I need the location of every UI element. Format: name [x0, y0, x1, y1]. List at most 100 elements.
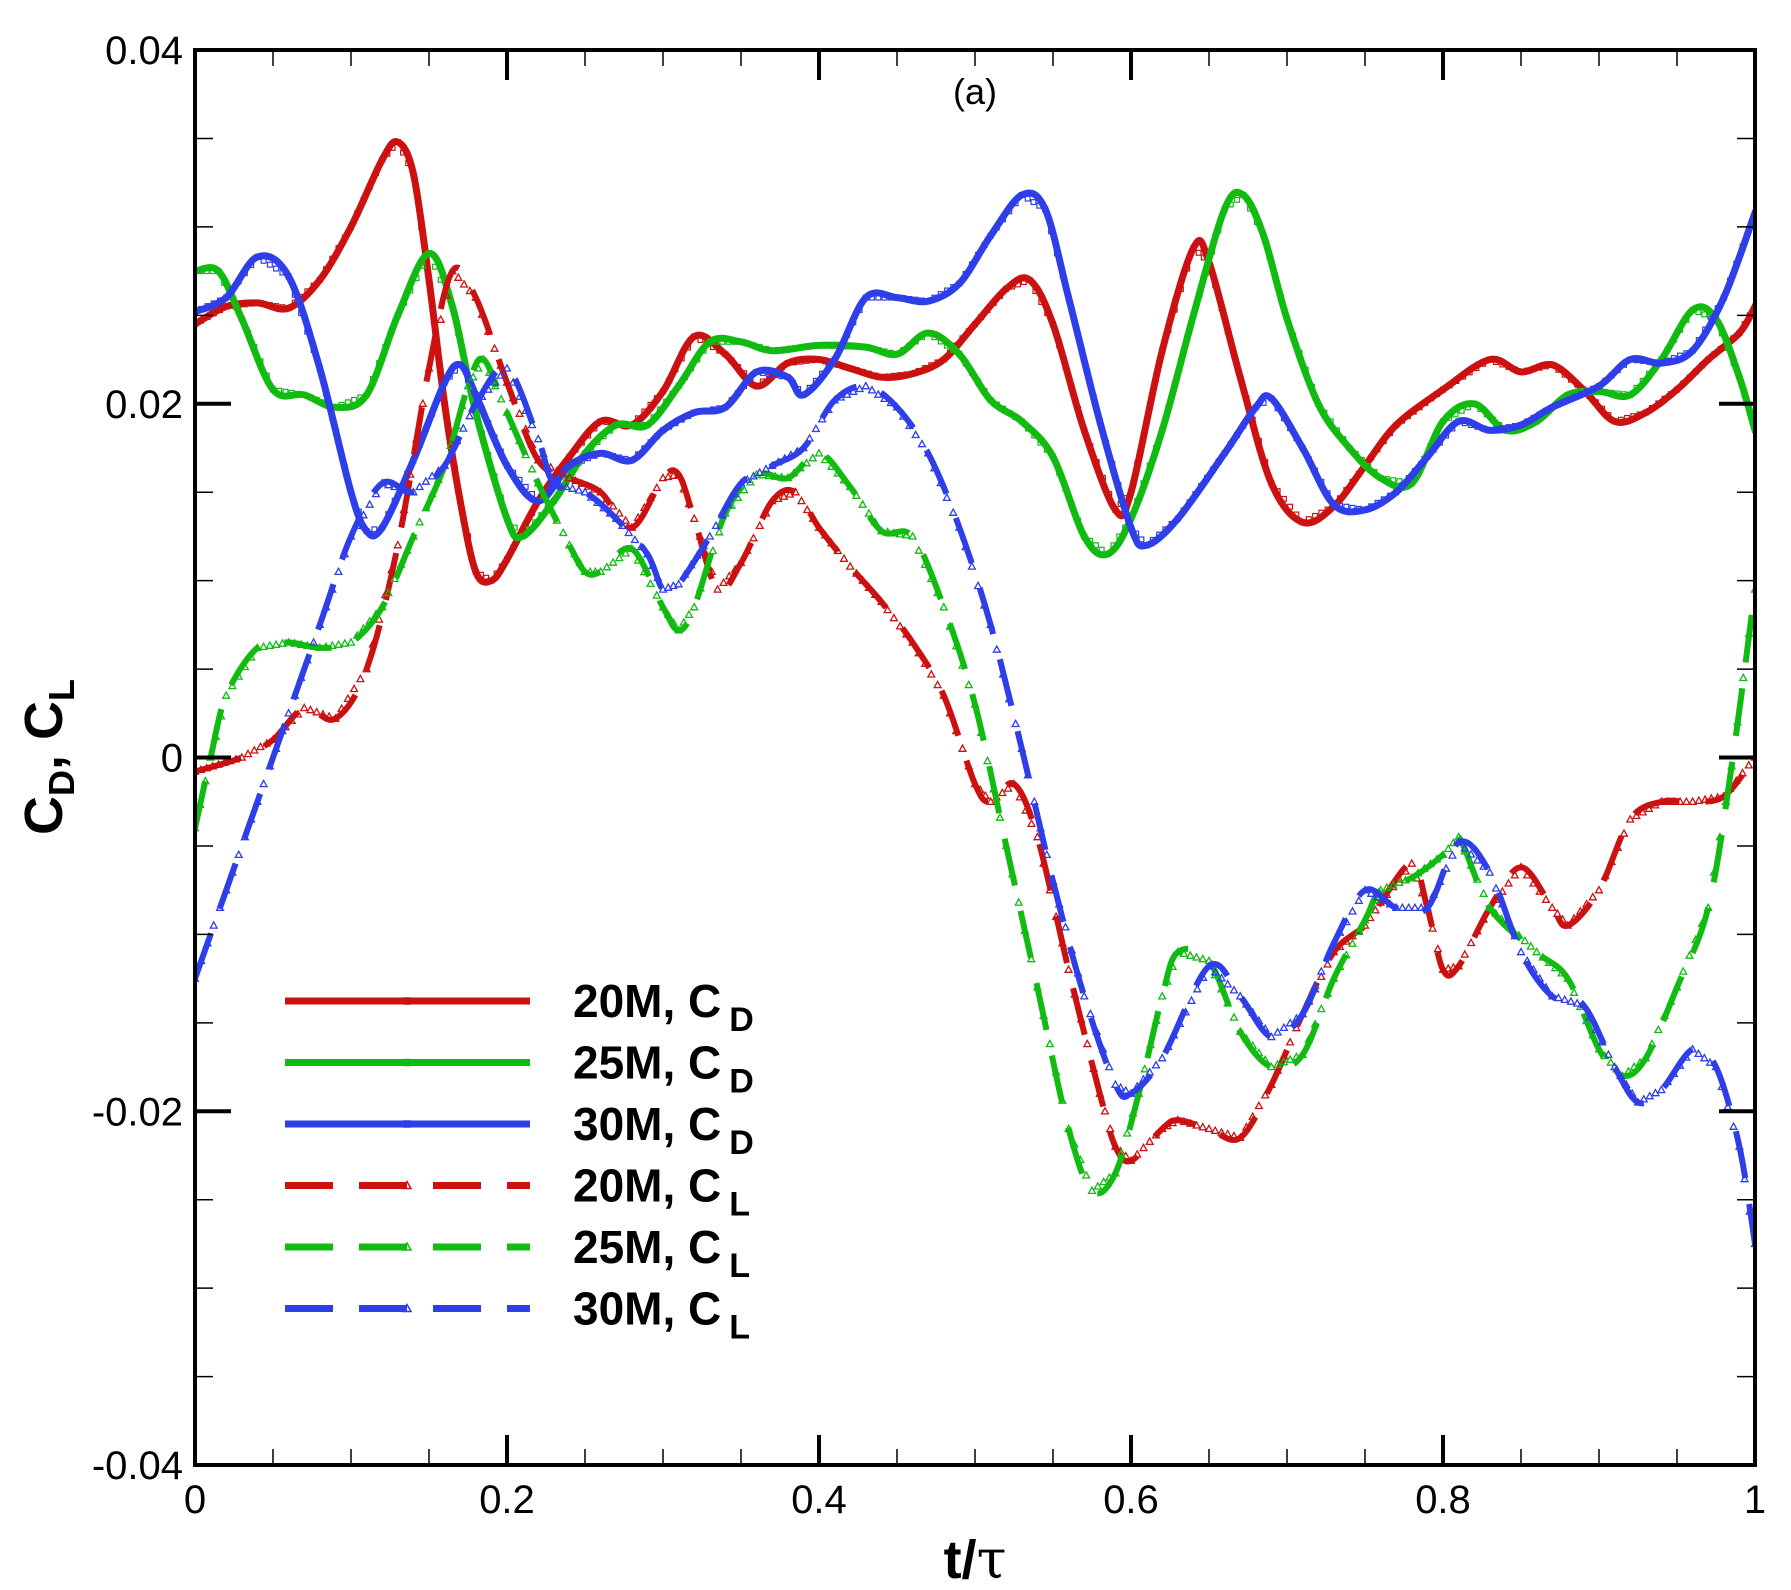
data-point [1126, 1155, 1136, 1165]
data-point [323, 266, 330, 273]
data-point [1479, 888, 1489, 897]
data-point [1223, 979, 1233, 988]
data-point [528, 491, 535, 498]
data-point [527, 420, 537, 429]
data-point [431, 263, 438, 270]
data-point [1588, 892, 1598, 901]
data-point [564, 473, 574, 482]
data-point [1202, 269, 1209, 276]
data-point [1685, 950, 1694, 959]
data-point [539, 490, 549, 499]
data-point [1127, 489, 1134, 496]
data-point [990, 299, 997, 306]
data-point [1106, 491, 1113, 498]
data-point [1038, 299, 1045, 306]
data-point [1597, 1037, 1607, 1046]
data-point [1045, 885, 1055, 894]
data-point [772, 372, 779, 379]
data-point [1511, 423, 1518, 430]
data-point [334, 639, 343, 648]
data-point [1677, 326, 1684, 333]
data-point [1116, 533, 1123, 540]
data-point [555, 480, 565, 489]
data-point [1315, 400, 1322, 407]
data-point [709, 344, 716, 351]
data-point [691, 333, 698, 340]
data-point [1504, 878, 1513, 887]
data-point [1215, 458, 1222, 465]
data-point [413, 275, 420, 282]
data-point [210, 310, 217, 317]
data-point [815, 356, 822, 363]
data-point [975, 251, 982, 258]
data-point [708, 545, 718, 555]
data-point [426, 276, 433, 283]
data-point [1702, 326, 1709, 333]
data-point [730, 564, 740, 573]
y-axis-label-cl: C [14, 701, 74, 740]
data-point [1355, 470, 1362, 477]
data-point [936, 478, 946, 487]
data-point [1393, 489, 1400, 496]
data-point [906, 296, 913, 303]
data-point [1093, 1181, 1103, 1190]
data-point [887, 349, 894, 356]
data-point [408, 487, 418, 496]
data-point [490, 343, 499, 352]
data-point [803, 357, 810, 364]
series-line-5 [195, 364, 1755, 1245]
data-point [1694, 795, 1704, 804]
data-point [401, 299, 408, 306]
data-point [396, 559, 406, 568]
data-point [663, 398, 670, 405]
data-point [1695, 337, 1702, 344]
data-point [203, 938, 212, 947]
data-point [1234, 431, 1241, 438]
data-point [688, 365, 695, 372]
data-point [1280, 495, 1287, 502]
data-point [1683, 316, 1690, 323]
data-point [318, 709, 328, 718]
data-point [209, 920, 219, 929]
data-point [1635, 1057, 1645, 1066]
data-point [436, 314, 446, 323]
data-point [1603, 1049, 1613, 1058]
data-point [415, 517, 425, 526]
data-point [1056, 342, 1063, 349]
data-point [473, 363, 483, 372]
data-point [753, 368, 760, 375]
data-point [968, 261, 975, 268]
data-point [820, 455, 830, 464]
data-point [652, 590, 662, 599]
data-point [780, 346, 787, 353]
data-point [1584, 388, 1591, 395]
data-point [334, 566, 343, 576]
data-point [747, 376, 754, 383]
data-point [1105, 1172, 1114, 1181]
data-point [571, 475, 581, 485]
data-point [695, 531, 705, 540]
data-point [287, 715, 297, 724]
data-point [1323, 959, 1333, 968]
data-point [703, 407, 710, 414]
data-point [1204, 1123, 1214, 1133]
data-point [923, 448, 933, 457]
data-point [1557, 968, 1567, 977]
data-point [277, 726, 287, 735]
data-point [780, 453, 790, 462]
data-point [1360, 915, 1370, 924]
data-point [564, 540, 574, 549]
data-point [1738, 768, 1747, 777]
data-point [1296, 349, 1303, 356]
data-point [1346, 445, 1353, 452]
data-point [249, 745, 259, 754]
data-point [426, 250, 433, 257]
data-point [848, 386, 858, 395]
data-point [1399, 482, 1406, 489]
data-point [805, 433, 815, 442]
data-point [449, 303, 456, 310]
data-point [1661, 395, 1668, 402]
